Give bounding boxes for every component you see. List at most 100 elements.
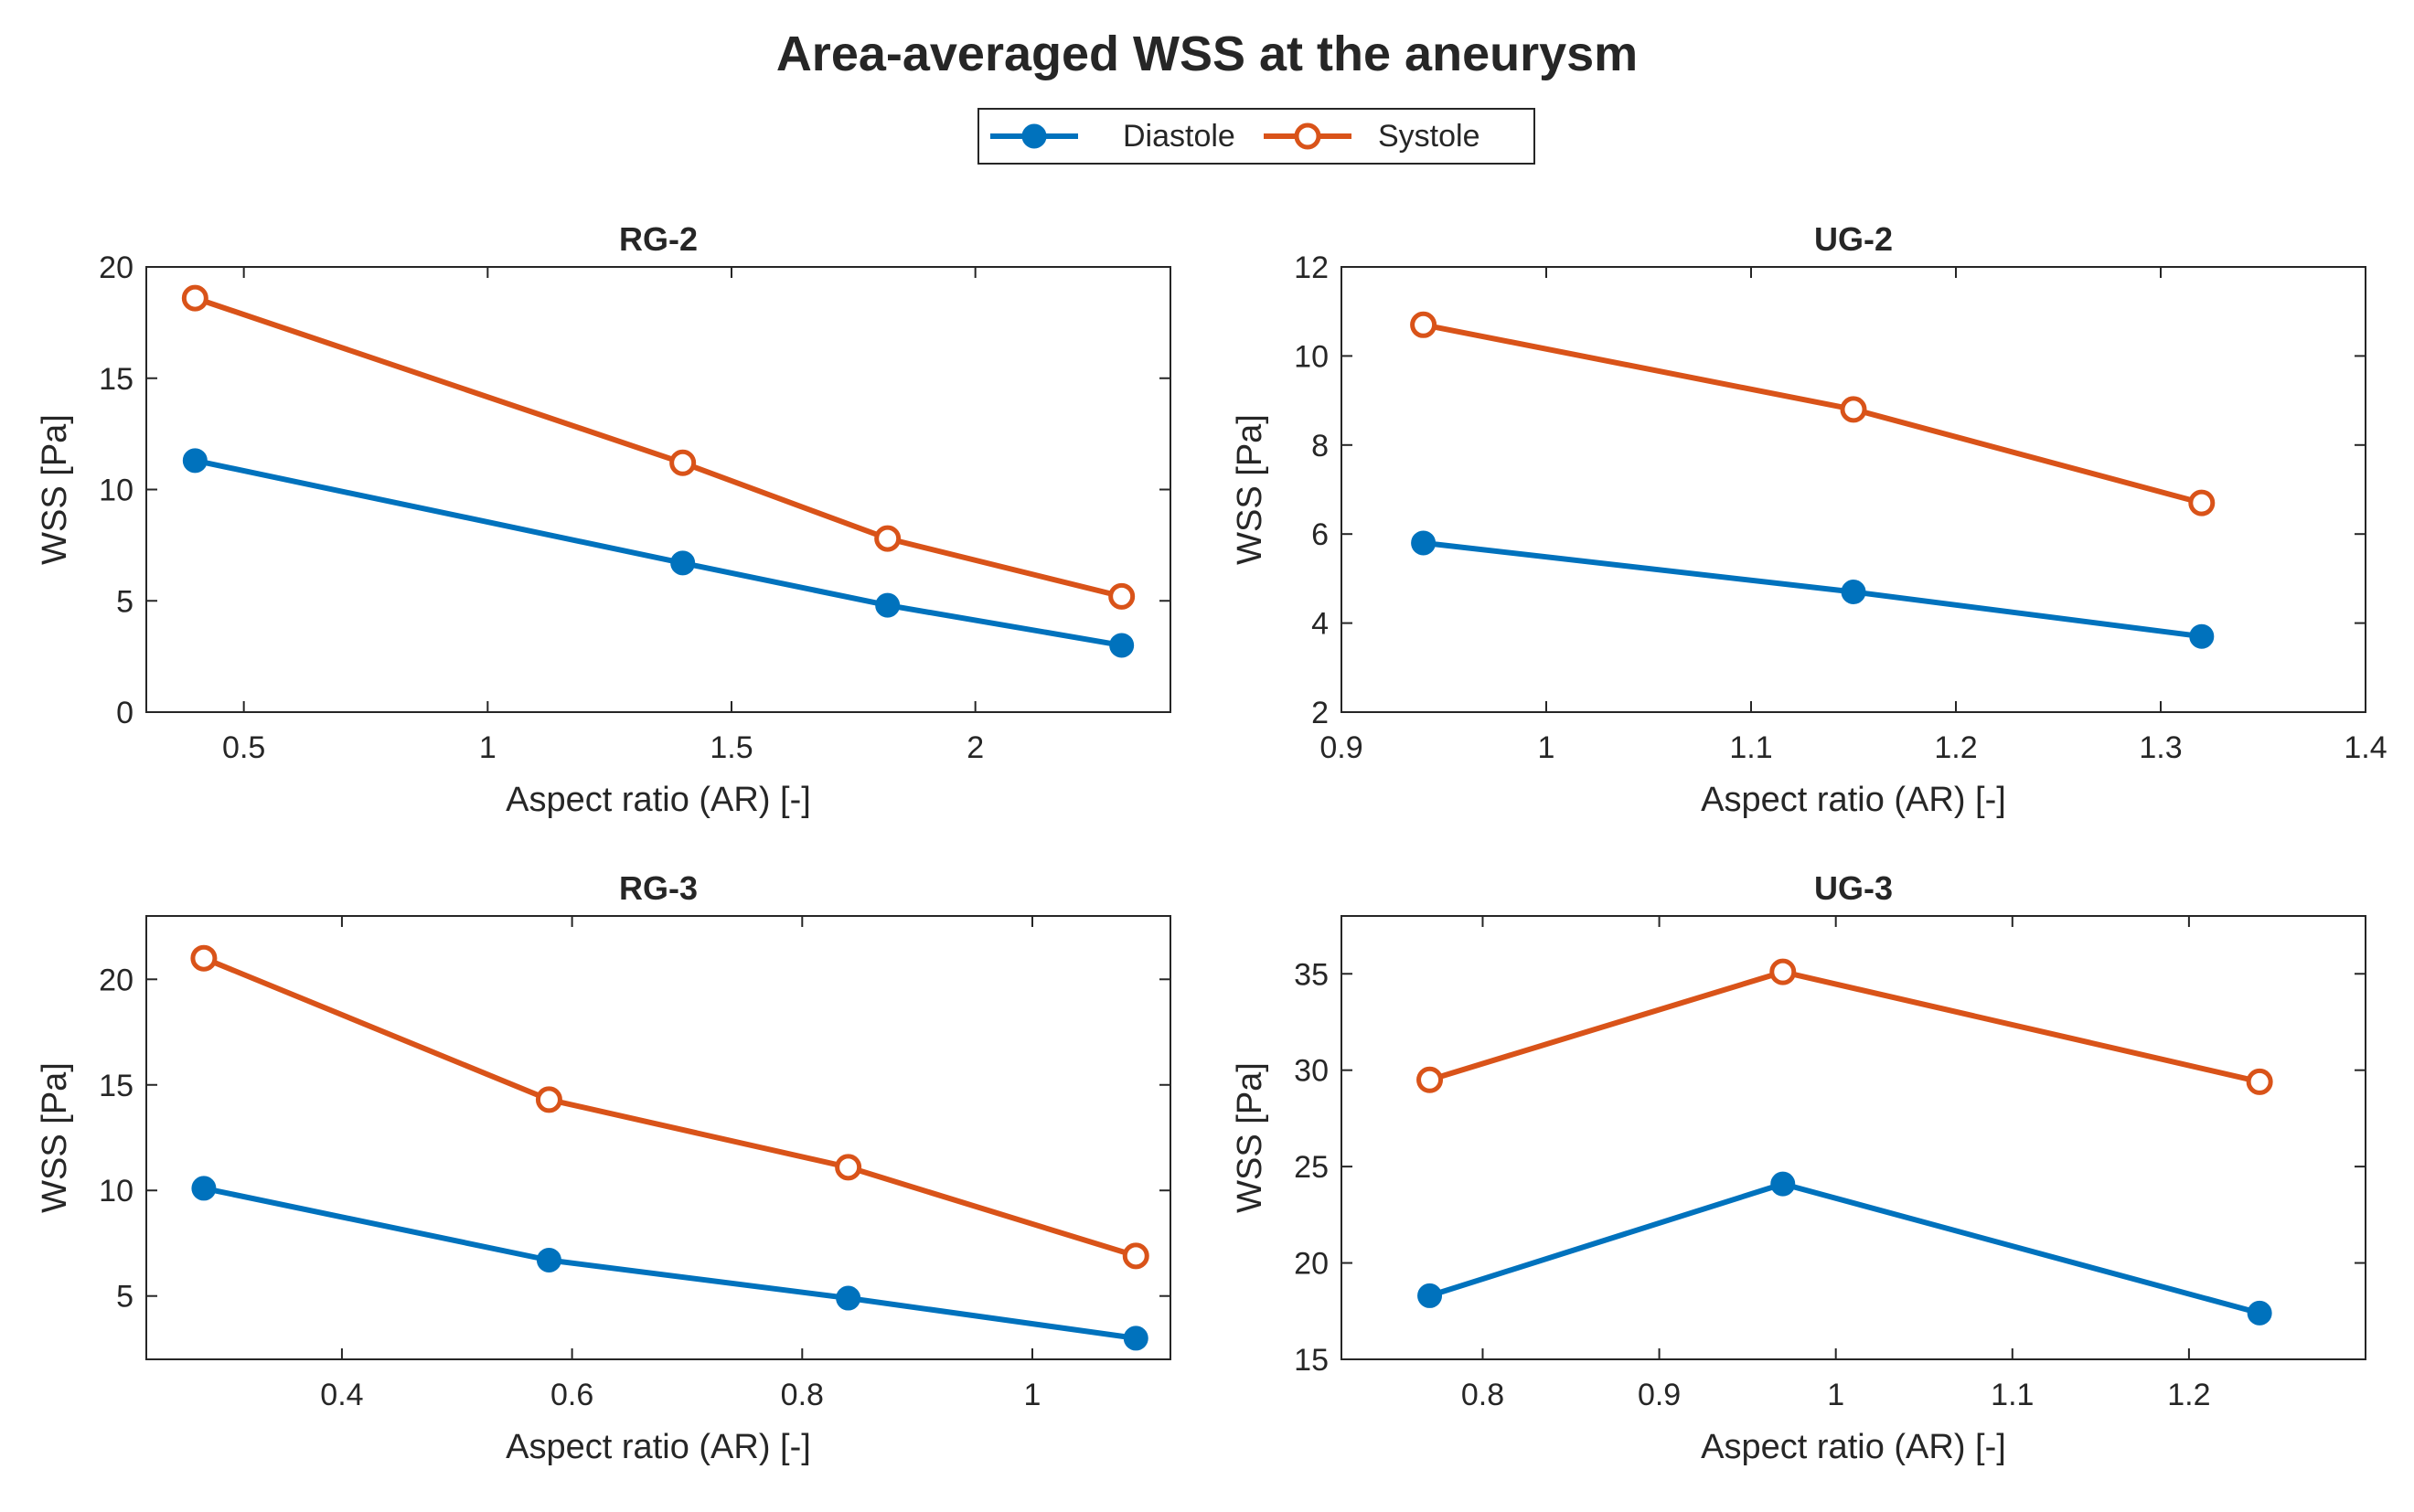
y-tick-label: 0 [116, 696, 134, 730]
x-tick-label: 0.5 [222, 730, 265, 765]
systole-marker-icon [1264, 122, 1351, 150]
y-tick-label: 8 [1311, 429, 1329, 463]
legend-label-diastole: Diastole [1123, 119, 1235, 154]
x-tick-label: 1.3 [2139, 730, 2182, 765]
y-tick-label: 25 [1294, 1150, 1329, 1185]
x-axis-label: Aspect ratio (AR) [-] [1701, 781, 2006, 819]
legend-label-systole: Systole [1378, 119, 1480, 154]
data-point-diastole [191, 1176, 217, 1201]
y-tick-label: 4 [1311, 607, 1329, 642]
y-tick-label: 2 [1311, 696, 1329, 730]
y-tick-label: 10 [99, 474, 134, 508]
data-point-diastole [836, 1285, 861, 1311]
data-point-diastole [2247, 1300, 2272, 1326]
x-tick-label: 0.9 [1319, 730, 1362, 765]
x-axis-label: Aspect ratio (AR) [-] [506, 781, 811, 819]
y-tick-label: 12 [1294, 250, 1329, 285]
x-tick-label: 0.9 [1638, 1378, 1681, 1412]
y-tick-label: 5 [116, 584, 134, 619]
x-tick-label: 1.1 [1991, 1378, 2034, 1412]
x-axis-label: Aspect ratio (AR) [-] [1701, 1428, 2006, 1466]
y-tick-label: 15 [99, 362, 134, 397]
data-point-diastole [875, 592, 901, 618]
y-tick-label: 15 [99, 1069, 134, 1103]
axes-box [1341, 915, 2366, 1360]
x-tick-label: 1 [1538, 730, 1555, 765]
chart-panel-ug2: 0.9 1 1.1 1.2 1.3 1.4 2 4 6 8 10 12 UG-2 Aspect ratio… [1231, 220, 2387, 819]
data-point-systole [535, 1086, 562, 1113]
data-point-systole [1122, 1242, 1149, 1270]
diastole-marker-icon [990, 123, 1078, 149]
series-line-diastole [203, 1185, 1137, 1341]
y-tick-label: 20 [99, 250, 134, 285]
y-tick-label: 6 [1311, 517, 1329, 552]
x-tick-label: 2 [967, 730, 984, 765]
data-point-diastole [1109, 633, 1135, 658]
data-point-diastole [1770, 1171, 1796, 1197]
panel-title-rg2: RG-2 [619, 220, 698, 258]
axes-box [145, 266, 1171, 713]
series-line-systole [202, 955, 1138, 1259]
y-tick-label: 30 [1294, 1054, 1329, 1089]
x-tick-label: 0.8 [781, 1378, 824, 1412]
data-point-diastole [1123, 1326, 1148, 1351]
data-point-systole [874, 525, 902, 552]
data-point-diastole [1411, 530, 1437, 556]
x-tick-label: 0.6 [550, 1378, 593, 1412]
y-tick-label: 5 [116, 1280, 134, 1315]
axes-box [145, 915, 1171, 1360]
legend-item-systole: Systole [1259, 110, 1533, 163]
series-line-diastole [194, 457, 1123, 648]
y-axis-label: WSS [Pa] [1231, 1062, 1269, 1213]
legend: Diastole Systole [977, 108, 1535, 165]
x-tick-label: 1.2 [2167, 1378, 2210, 1412]
data-point-diastole [2189, 623, 2215, 649]
data-point-systole [1410, 311, 1437, 338]
data-point-systole [1840, 396, 1867, 423]
series-line-systole [194, 295, 1123, 600]
y-tick-label: 15 [1294, 1343, 1329, 1378]
x-axis-label: Aspect ratio (AR) [-] [506, 1428, 811, 1466]
data-point-diastole [670, 550, 696, 576]
panel-title-ug2: UG-2 [1814, 220, 1893, 258]
data-point-systole [1416, 1066, 1444, 1093]
y-tick-label: 20 [99, 963, 134, 997]
y-axis-label: WSS [Pa] [36, 414, 74, 565]
data-point-diastole [1841, 580, 1866, 605]
y-tick-label: 20 [1294, 1247, 1329, 1282]
data-point-systole [190, 944, 218, 972]
legend-item-diastole: Diastole [979, 110, 1254, 163]
x-tick-label: 1 [479, 730, 497, 765]
y-axis-label: WSS [Pa] [36, 1062, 74, 1213]
axes-box [1341, 266, 2366, 713]
figure-title: Area-averaged WSS at the aneurysm [775, 27, 1639, 81]
data-point-systole [835, 1154, 862, 1181]
x-tick-label: 1.1 [1729, 730, 1772, 765]
y-axis-label: WSS [Pa] [1231, 414, 1269, 565]
panel-title-ug3: UG-3 [1814, 869, 1893, 907]
chart-panel-ug3: 0.8 0.9 1 1.1 1.2 15 20 25 30 35 UG-3 Aspect ratio … [1231, 869, 2366, 1466]
y-tick-label: 35 [1294, 957, 1329, 992]
x-tick-label: 1.5 [710, 730, 753, 765]
panel-title-rg3: RG-3 [619, 869, 698, 907]
x-tick-label: 1 [1024, 1378, 1041, 1412]
x-tick-label: 0.8 [1461, 1378, 1504, 1412]
data-point-systole [1108, 582, 1136, 610]
data-point-systole [669, 449, 697, 476]
data-point-systole [2188, 489, 2216, 516]
x-tick-label: 0.4 [320, 1378, 363, 1412]
data-point-systole [181, 284, 208, 312]
data-point-diastole [536, 1247, 561, 1272]
y-tick-label: 10 [99, 1174, 134, 1209]
x-tick-label: 1.2 [1934, 730, 1977, 765]
x-tick-label: 1.4 [2344, 730, 2387, 765]
data-point-systole [1769, 958, 1797, 985]
data-point-diastole [1417, 1283, 1443, 1308]
plot-area [146, 916, 1170, 1359]
data-point-diastole [182, 448, 208, 474]
plot-area [1341, 916, 2366, 1359]
plot-area [1341, 267, 2366, 712]
